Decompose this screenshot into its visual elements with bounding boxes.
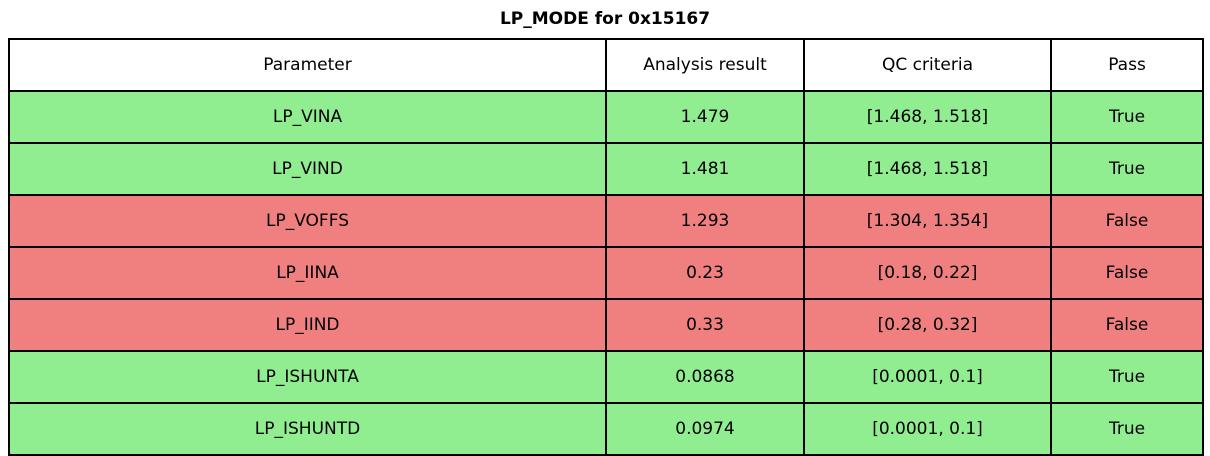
cell-qc-criteria: [0.28, 0.32] [803, 298, 1052, 352]
cell-analysis-result: 0.23 [605, 246, 805, 300]
table-body: LP_VINA 1.479 [1.468, 1.518] True LP_VIN… [8, 90, 1204, 456]
cell-analysis-result: 1.479 [605, 90, 805, 144]
cell-parameter: LP_IIND [8, 298, 607, 352]
column-header-qc-criteria: QC criteria [803, 38, 1052, 92]
table-row: LP_VINA 1.479 [1.468, 1.518] True [8, 90, 1204, 144]
cell-qc-criteria: [1.304, 1.354] [803, 194, 1052, 248]
cell-qc-criteria: [0.0001, 0.1] [803, 402, 1052, 456]
column-header-analysis-result: Analysis result [605, 38, 805, 92]
table-header: Parameter Analysis result QC criteria Pa… [8, 38, 1204, 92]
cell-pass: True [1050, 402, 1204, 456]
cell-parameter: LP_ISHUNTA [8, 350, 607, 404]
cell-pass: True [1050, 142, 1204, 196]
header-row: Parameter Analysis result QC criteria Pa… [8, 38, 1204, 92]
cell-parameter: LP_IINA [8, 246, 607, 300]
cell-pass: False [1050, 298, 1204, 352]
cell-analysis-result: 0.0974 [605, 402, 805, 456]
cell-parameter: LP_VOFFS [8, 194, 607, 248]
cell-analysis-result: 1.481 [605, 142, 805, 196]
cell-analysis-result: 1.293 [605, 194, 805, 248]
column-header-pass: Pass [1050, 38, 1204, 92]
cell-qc-criteria: [0.0001, 0.1] [803, 350, 1052, 404]
cell-pass: False [1050, 194, 1204, 248]
table-row: LP_VOFFS 1.293 [1.304, 1.354] False [8, 194, 1204, 248]
cell-qc-criteria: [1.468, 1.518] [803, 142, 1052, 196]
table-row: LP_IIND 0.33 [0.28, 0.32] False [8, 298, 1204, 352]
cell-parameter: LP_VIND [8, 142, 607, 196]
qc-table: Parameter Analysis result QC criteria Pa… [8, 38, 1204, 456]
table-row: LP_VIND 1.481 [1.468, 1.518] True [8, 142, 1204, 196]
cell-analysis-result: 0.0868 [605, 350, 805, 404]
column-header-parameter: Parameter [8, 38, 607, 92]
figure-title: LP_MODE for 0x15167 [499, 9, 711, 29]
cell-parameter: LP_ISHUNTD [8, 402, 607, 456]
cell-qc-criteria: [1.468, 1.518] [803, 90, 1052, 144]
table-row: LP_ISHUNTA 0.0868 [0.0001, 0.1] True [8, 350, 1204, 404]
cell-pass: True [1050, 350, 1204, 404]
table-row: LP_ISHUNTD 0.0974 [0.0001, 0.1] True [8, 402, 1204, 456]
cell-pass: False [1050, 246, 1204, 300]
cell-parameter: LP_VINA [8, 90, 607, 144]
cell-pass: True [1050, 90, 1204, 144]
cell-analysis-result: 0.33 [605, 298, 805, 352]
table-row: LP_IINA 0.23 [0.18, 0.22] False [8, 246, 1204, 300]
cell-qc-criteria: [0.18, 0.22] [803, 246, 1052, 300]
